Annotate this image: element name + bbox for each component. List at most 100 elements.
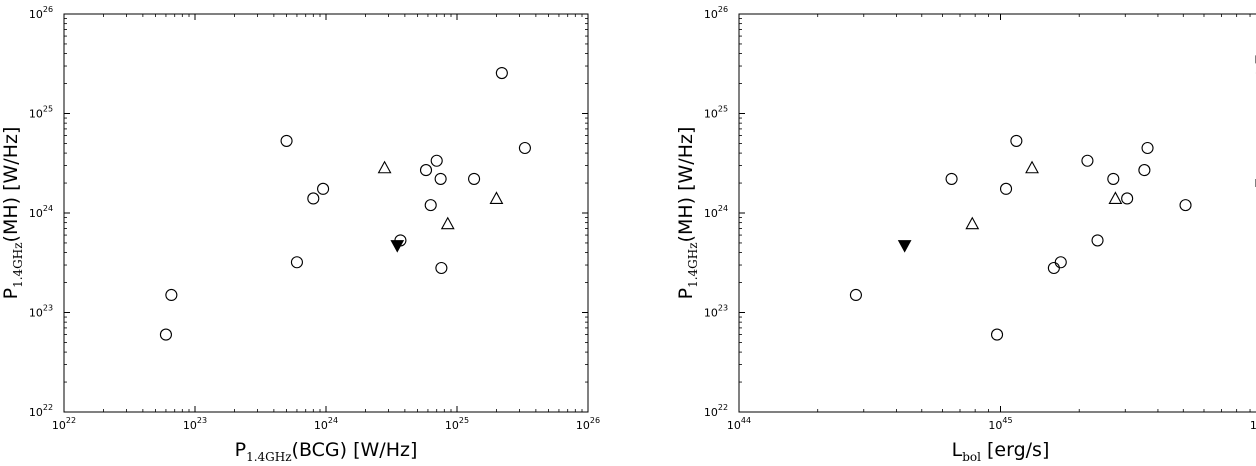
y-tick-label: 1024 xyxy=(29,204,53,220)
data-point-circle xyxy=(290,256,303,269)
data-point-circle xyxy=(945,172,958,185)
y-tick-label: 1023 xyxy=(29,304,53,320)
tick-exponent: 25 xyxy=(459,416,469,425)
data-point-upper-limit xyxy=(897,240,912,253)
tick-exponent: 24 xyxy=(43,204,53,213)
x-axis-label-subscript: 1.4GHz xyxy=(246,450,291,464)
data-point-circle xyxy=(317,182,330,195)
data-point-triangle xyxy=(489,191,504,205)
data-point-circle xyxy=(1047,261,1060,275)
minor-ticks xyxy=(64,14,588,412)
tick-base: 10 xyxy=(727,419,741,432)
data-point-circle xyxy=(518,141,531,155)
y-tick-label: 1024 xyxy=(704,204,728,220)
y-axis-label-main: P xyxy=(675,288,697,299)
data-point-circle xyxy=(1121,192,1134,205)
tick-exponent: 22 xyxy=(43,403,53,412)
x-tick-label: 1045 xyxy=(988,416,1012,432)
tick-exponent: 23 xyxy=(197,416,207,425)
tick-base: 10 xyxy=(183,419,197,432)
data-point-circle xyxy=(495,66,508,80)
y-axis-label-main: P xyxy=(0,288,22,299)
y-tick-label: 1025 xyxy=(704,105,728,121)
tick-base: 10 xyxy=(52,419,66,432)
tick-exponent: 44 xyxy=(741,416,751,425)
tick-base: 10 xyxy=(704,307,718,320)
tick-base: 10 xyxy=(704,108,718,121)
x-tick-label: 1044 xyxy=(727,416,751,432)
data-point-triangle xyxy=(1025,160,1039,174)
tick-base: 10 xyxy=(1250,419,1256,432)
data-point-triangle xyxy=(440,216,455,230)
x-tick-label: 1023 xyxy=(183,416,207,432)
data-point-circle xyxy=(990,328,1004,341)
tick-exponent: 23 xyxy=(718,304,728,313)
plot-frame xyxy=(63,13,589,413)
y-tick-label: 1022 xyxy=(704,403,728,419)
y-axis-label: P1.4GHz(MH) [W/Hz] xyxy=(675,127,700,300)
data-point-circle xyxy=(1054,256,1067,269)
data-point-triangle xyxy=(1108,191,1123,205)
y-axis-label-subscript: 1.4GHz xyxy=(686,242,700,287)
tick-base: 10 xyxy=(29,108,43,121)
y-tick-label: 1026 xyxy=(704,5,728,21)
data-point-circle xyxy=(1179,199,1192,212)
data-point-circle xyxy=(419,164,433,177)
data-point-upper-limit xyxy=(390,240,405,253)
x-axis-label-unit: (BCG) [W/Hz] xyxy=(292,439,418,461)
x-axis-label-unit: [erg/s] xyxy=(981,439,1049,461)
tick-base: 10 xyxy=(314,419,328,432)
x-tick-label: 1046 xyxy=(1250,416,1256,432)
data-point-circle xyxy=(165,288,178,302)
x-tick-label: 1026 xyxy=(576,416,600,432)
data-point-circle xyxy=(1107,172,1120,185)
data-point-triangle xyxy=(965,216,980,230)
tick-exponent: 25 xyxy=(718,105,728,114)
tick-exponent: 22 xyxy=(66,416,76,425)
tick-base: 10 xyxy=(704,207,718,220)
x-axis-label: P1.4GHz(BCG) [W/Hz] xyxy=(235,439,418,464)
tick-exponent: 26 xyxy=(43,5,53,14)
tick-base: 10 xyxy=(29,8,43,21)
data-point-circle xyxy=(159,328,172,341)
data-point-circle xyxy=(999,182,1013,195)
y-tick-label: 1022 xyxy=(29,403,53,419)
tick-base: 10 xyxy=(988,419,1002,432)
x-tick-label: 1022 xyxy=(52,416,76,432)
tick-base: 10 xyxy=(29,307,43,320)
data-point-circle xyxy=(435,261,448,275)
y-tick-label: 1025 xyxy=(29,105,53,121)
data-point-circle xyxy=(468,172,481,185)
panel-right: 10441045104610221023102410251026Lbol [er… xyxy=(675,5,1256,464)
tick-exponent: 23 xyxy=(43,304,53,313)
tick-exponent: 24 xyxy=(718,204,728,213)
data-point-circle xyxy=(280,134,293,147)
tick-exponent: 25 xyxy=(43,105,53,114)
x-axis-label-main: L xyxy=(952,439,963,461)
plot-frame xyxy=(738,13,1256,413)
data-point-circle xyxy=(424,199,437,212)
y-axis-label-subscript: 1.4GHz xyxy=(11,242,25,287)
y-tick-label: 1023 xyxy=(704,304,728,320)
y-axis-label-unit: (MH) [W/Hz] xyxy=(0,127,22,243)
y-axis-label-unit: (MH) [W/Hz] xyxy=(675,127,697,243)
tick-exponent: 22 xyxy=(718,403,728,412)
tick-base: 10 xyxy=(704,8,718,21)
tick-base: 10 xyxy=(29,406,43,419)
panel-left: 1022 1023 1024 1025 102610221023102410251026… xyxy=(0,5,600,464)
x-axis-label-subscript: bol xyxy=(962,450,981,464)
data-point-triangle xyxy=(377,160,392,174)
data-point-circle xyxy=(434,172,447,185)
tick-base: 10 xyxy=(445,419,459,432)
data-point-circle xyxy=(1138,164,1151,177)
tick-exponent: 26 xyxy=(718,5,728,14)
data-point-circle xyxy=(849,288,862,302)
x-axis-label-main: P xyxy=(235,439,246,461)
x-tick-label: 1025 xyxy=(445,416,469,432)
tick-exponent: 24 xyxy=(328,416,338,425)
data-point-circle xyxy=(307,192,320,205)
y-tick-label: 1026 xyxy=(29,5,53,21)
x-tick-label: 1024 xyxy=(314,416,338,432)
y-axis-label: P1.4GHz(MH) [W/Hz] xyxy=(0,127,25,300)
